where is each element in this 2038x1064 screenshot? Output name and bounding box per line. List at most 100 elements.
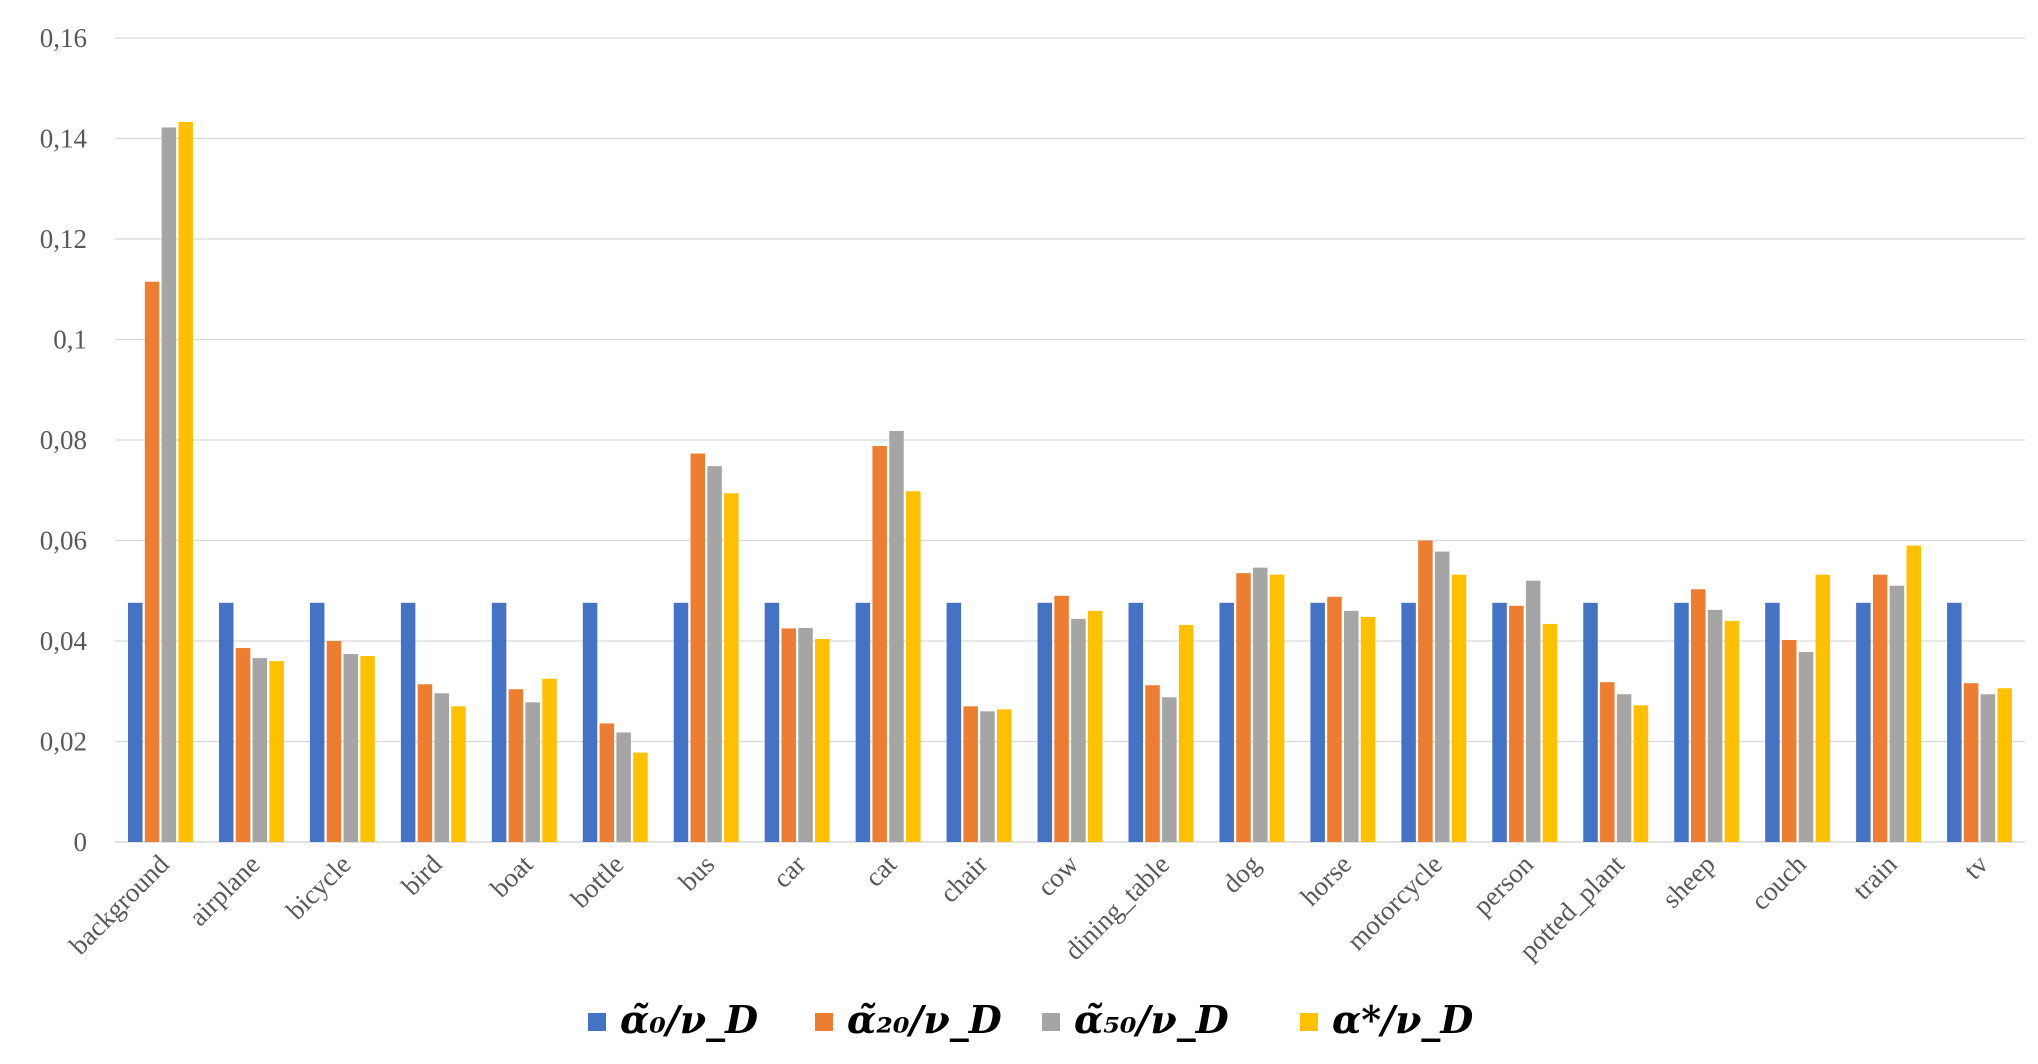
y-tick-label: 0,06 <box>40 526 87 556</box>
bar-bus-series-1 <box>690 453 706 842</box>
y-tick-label: 0 <box>74 827 88 857</box>
x-tick-label-cat: cat <box>859 849 903 893</box>
bar-bus-series-3 <box>724 493 739 842</box>
bar-boat-series-3 <box>542 678 557 842</box>
bar-sheep-series-3 <box>1724 620 1740 842</box>
bar-train-series-0 <box>1856 602 1871 842</box>
bar-dining_table-series-3 <box>1178 624 1194 842</box>
bar-airplane-series-3 <box>269 661 284 842</box>
bar-car-series-0 <box>764 602 780 842</box>
legend-swatch-2 <box>1042 1013 1060 1031</box>
bar-chair-series-2 <box>980 711 995 842</box>
bar-bottle-series-1 <box>599 723 615 842</box>
bar-couch-series-1 <box>1781 640 1797 842</box>
x-tick-label-bird: bird <box>396 849 448 901</box>
x-tick-label-dog: dog <box>1216 849 1266 899</box>
bar-dining_table-series-0 <box>1128 602 1143 842</box>
bar-potted_plant-series-0 <box>1583 602 1598 842</box>
bar-couch-series-0 <box>1765 602 1780 842</box>
bar-chair-series-1 <box>963 706 978 842</box>
bar-cat-series-2 <box>889 430 904 842</box>
bars <box>128 121 2012 843</box>
y-tick-label: 0,16 <box>40 23 87 53</box>
gridlines <box>115 37 2025 843</box>
bar-background-series-3 <box>178 121 193 843</box>
bar-cow-series-2 <box>1071 618 1086 842</box>
bar-bottle-series-2 <box>616 732 631 842</box>
bar-car-series-2 <box>798 627 813 842</box>
legend-swatch-1 <box>815 1013 833 1031</box>
bar-airplane-series-0 <box>218 602 234 842</box>
bar-person-series-0 <box>1492 602 1507 842</box>
bar-dog-series-0 <box>1219 602 1234 842</box>
bar-cat-series-0 <box>855 602 871 842</box>
bar-bicycle-series-0 <box>309 602 325 842</box>
bar-motorcycle-series-2 <box>1434 551 1450 842</box>
y-tick-label: 0,12 <box>40 224 87 254</box>
bar-horse-series-2 <box>1344 610 1359 842</box>
y-tick-label: 0,02 <box>40 727 87 757</box>
bar-bird-series-0 <box>400 602 416 842</box>
x-tick-label-horse: horse <box>1295 849 1358 912</box>
bar-tv-series-2 <box>1980 694 1996 842</box>
y-axis-ticks: 0 0,02 0,04 0,06 0,08 0,1 0,12 0,14 0,16 <box>40 23 88 857</box>
bar-tv-series-1 <box>1963 683 1979 842</box>
bar-bicycle-series-3 <box>360 656 375 842</box>
bar-bottle-series-3 <box>633 752 648 842</box>
bar-sheep-series-1 <box>1691 589 1706 842</box>
x-tick-label-bicycle: bicycle <box>280 849 356 925</box>
legend-label-1: α̃₂₀/ν_D <box>847 997 1002 1042</box>
x-tick-label-airplane: airplane <box>183 849 266 932</box>
bar-chair-series-3 <box>997 709 1012 842</box>
bar-train-series-3 <box>1906 545 1922 842</box>
bar-background-series-0 <box>128 602 143 842</box>
bar-potted_plant-series-1 <box>1600 682 1615 842</box>
bar-motorcycle-series-0 <box>1401 602 1416 842</box>
x-tick-label-bottle: bottle <box>565 849 630 914</box>
bar-car-series-3 <box>815 638 830 842</box>
bar-sheep-series-0 <box>1674 602 1689 842</box>
bar-tv-series-3 <box>1997 688 2012 842</box>
bar-cat-series-1 <box>872 446 887 842</box>
bar-car-series-1 <box>781 628 796 842</box>
bar-potted_plant-series-3 <box>1633 705 1649 842</box>
bar-couch-series-2 <box>1798 652 1814 842</box>
bar-person-series-3 <box>1542 623 1558 842</box>
legend: α̃₀/ν_D α̃₂₀/ν_D α̃₅₀/ν_D α*/ν_D <box>588 997 1473 1042</box>
bar-horse-series-3 <box>1360 616 1376 842</box>
legend-swatch-3 <box>1300 1013 1318 1031</box>
legend-label-0: α̃₀/ν_D <box>620 997 758 1042</box>
bar-boat-series-0 <box>491 602 507 842</box>
bar-cow-series-1 <box>1054 595 1069 842</box>
legend-label-3: α*/ν_D <box>1332 997 1473 1042</box>
y-tick-label: 0,08 <box>40 425 87 455</box>
bar-dog-series-2 <box>1253 567 1268 842</box>
bar-airplane-series-1 <box>235 648 251 842</box>
bar-person-series-1 <box>1509 605 1524 842</box>
bar-bird-series-3 <box>451 706 466 842</box>
y-tick-label: 0,14 <box>40 124 88 154</box>
x-tick-label-sheep: sheep <box>1656 849 1721 914</box>
bar-boat-series-2 <box>525 702 540 842</box>
bar-person-series-2 <box>1525 580 1541 842</box>
x-tick-label-chair: chair <box>934 849 993 908</box>
bar-background-series-2 <box>161 127 177 842</box>
x-tick-label-train: train <box>1847 849 1904 906</box>
bar-dog-series-1 <box>1236 573 1251 842</box>
bar-boat-series-1 <box>508 689 524 842</box>
bar-sheep-series-2 <box>1707 609 1723 842</box>
x-tick-label-boat: boat <box>484 849 538 903</box>
x-tick-label-car: car <box>767 849 812 894</box>
bar-dining_table-series-1 <box>1145 685 1160 842</box>
x-axis-ticks: background airplane bicycle bird boat bottle b… <box>63 849 1994 966</box>
bar-motorcycle-series-3 <box>1451 574 1467 842</box>
bar-train-series-1 <box>1872 574 1888 842</box>
bar-cow-series-0 <box>1037 602 1053 842</box>
legend-swatch-0 <box>588 1013 606 1031</box>
y-tick-label: 0,1 <box>53 325 87 355</box>
bar-dining_table-series-2 <box>1162 697 1177 842</box>
y-tick-label: 0,04 <box>40 626 88 656</box>
bar-background-series-1 <box>144 281 160 843</box>
bar-airplane-series-2 <box>252 658 268 842</box>
bar-cow-series-3 <box>1087 610 1103 842</box>
